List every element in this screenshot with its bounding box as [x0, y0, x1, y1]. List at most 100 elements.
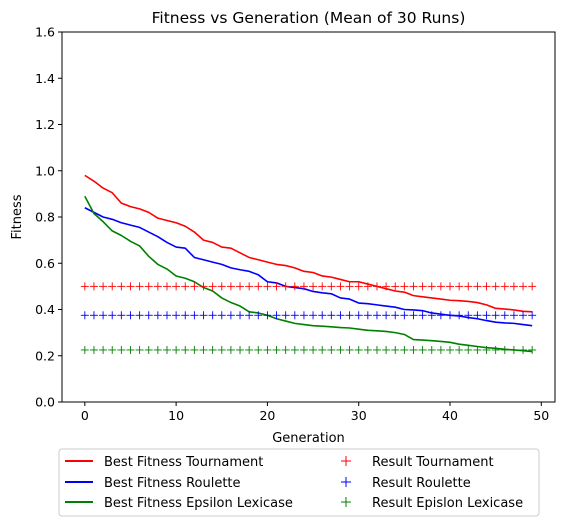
data-point-marker	[427, 282, 436, 291]
data-point-marker	[290, 345, 299, 354]
data-point-marker	[263, 282, 272, 291]
y-tick-label: 0.4	[35, 302, 55, 317]
data-point-marker	[491, 282, 500, 291]
data-point-marker	[400, 311, 409, 320]
data-point-marker	[309, 311, 318, 320]
legend-marker-result-tournament	[341, 456, 351, 466]
data-point-marker	[482, 311, 491, 320]
series-result-tournament	[80, 282, 537, 291]
series-line	[84, 174, 533, 313]
data-point-marker	[263, 311, 272, 320]
data-point-marker	[519, 311, 528, 320]
data-point-marker	[108, 311, 117, 320]
data-point-marker	[372, 345, 381, 354]
data-point-marker	[509, 311, 518, 320]
data-point-marker	[455, 345, 464, 354]
data-point-marker	[509, 345, 518, 354]
plot-frame	[61, 31, 556, 403]
data-point-marker	[409, 345, 418, 354]
data-point-marker	[181, 282, 190, 291]
legend-label-epsilon: Best Fitness Epsilon Lexicase	[104, 496, 293, 511]
data-point-marker	[89, 345, 98, 354]
x-tick-label: 0	[81, 408, 89, 423]
data-point-marker	[436, 311, 445, 320]
y-tick-label: 0.0	[35, 395, 55, 410]
legend-label-tournament: Best Fitness Tournament	[104, 455, 263, 470]
data-point-marker	[309, 282, 318, 291]
x-tick-label: 50	[533, 408, 549, 423]
data-point-marker	[446, 282, 455, 291]
series-result-roulette	[80, 311, 537, 320]
data-point-marker	[281, 345, 290, 354]
data-point-marker	[327, 311, 336, 320]
data-point-marker	[446, 345, 455, 354]
series-best-fitness-tournament	[84, 174, 533, 313]
data-point-marker	[181, 345, 190, 354]
data-point-marker	[482, 282, 491, 291]
data-point-marker	[117, 282, 126, 291]
data-point-marker	[144, 311, 153, 320]
data-point-marker	[263, 345, 272, 354]
data-point-marker	[427, 311, 436, 320]
y-tick-label: 1.0	[35, 163, 55, 178]
data-point-marker	[528, 282, 537, 291]
data-point-marker	[290, 282, 299, 291]
data-point-marker	[208, 345, 217, 354]
data-point-marker	[89, 282, 98, 291]
data-point-marker	[126, 282, 135, 291]
data-point-marker	[226, 345, 235, 354]
data-point-marker	[482, 345, 491, 354]
y-tick-label: 0.8	[35, 210, 55, 225]
data-point-marker	[309, 345, 318, 354]
data-point-marker	[318, 345, 327, 354]
x-tick-label: 10	[168, 408, 184, 423]
data-point-marker	[190, 345, 199, 354]
data-point-marker	[199, 311, 208, 320]
data-point-marker	[336, 282, 345, 291]
data-point-marker	[372, 311, 381, 320]
data-point-marker	[199, 282, 208, 291]
data-point-marker	[172, 282, 181, 291]
data-point-marker	[153, 311, 162, 320]
data-point-marker	[162, 311, 171, 320]
chart-title: Fitness vs Generation (Mean of 30 Runs)	[152, 9, 466, 27]
data-point-marker	[172, 345, 181, 354]
data-point-marker	[382, 311, 391, 320]
legend-marker-result-epsilon	[341, 497, 351, 507]
data-point-marker	[391, 345, 400, 354]
data-point-marker	[327, 345, 336, 354]
data-point-marker	[473, 311, 482, 320]
y-tick-label: 1.4	[35, 71, 55, 86]
data-point-marker	[117, 311, 126, 320]
data-point-marker	[418, 345, 427, 354]
data-point-marker	[281, 282, 290, 291]
data-point-marker	[473, 345, 482, 354]
data-point-marker	[464, 282, 473, 291]
data-point-marker	[172, 311, 181, 320]
data-point-marker	[245, 282, 254, 291]
data-point-marker	[281, 311, 290, 320]
axis-ticks: 0 10 20 30 40 50 0.0 0.2 0.4 0.6 0.8 1.0 1.2 1.4 1.6	[35, 25, 549, 424]
data-point-marker	[318, 311, 327, 320]
series-line	[84, 207, 533, 327]
data-point-marker	[299, 345, 308, 354]
data-point-marker	[80, 345, 89, 354]
data-point-marker	[272, 282, 281, 291]
data-point-marker	[153, 282, 162, 291]
data-point-marker	[80, 311, 89, 320]
data-point-marker	[455, 282, 464, 291]
data-point-marker	[363, 282, 372, 291]
data-point-marker	[509, 282, 518, 291]
data-point-marker	[299, 311, 308, 320]
data-point-marker	[108, 345, 117, 354]
y-tick-label: 1.6	[35, 25, 55, 40]
data-point-marker	[126, 311, 135, 320]
y-axis-label: Fitness	[10, 194, 25, 239]
data-point-marker	[181, 311, 190, 320]
series-layer	[80, 174, 537, 354]
series-result-epislon-lexicase	[80, 345, 537, 354]
data-point-marker	[254, 345, 263, 354]
legend: Best Fitness Tournament Best Fitness Rou…	[58, 448, 540, 517]
